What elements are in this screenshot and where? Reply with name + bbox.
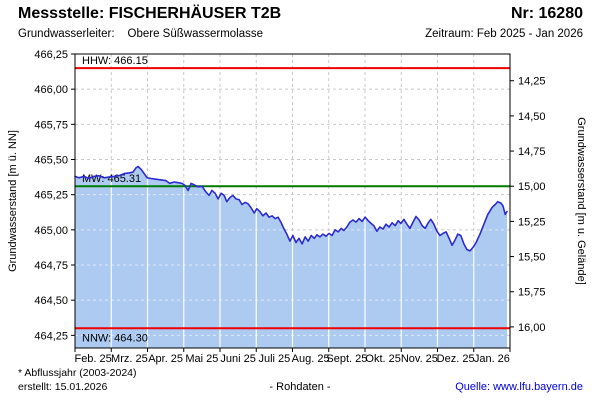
- source-link[interactable]: Quelle: www.lfu.bayern.de: [455, 381, 583, 393]
- x-tick-label: Aug. 25: [292, 353, 330, 365]
- x-axis: Feb. 25 Mrz. 25 Apr. 25 Mai 25 Juni 25 Juli 2…: [74, 348, 511, 365]
- x-tick-label: Jan. 26: [474, 353, 510, 365]
- y-left-tick-label: 466,25: [34, 49, 68, 61]
- header-row: Messstelle: FISCHERHÄUSER T2B Nr: 16280: [18, 5, 583, 23]
- data-type-label: - Rohdaten -: [269, 381, 331, 393]
- x-tick-label: Mrz. 25: [111, 353, 148, 365]
- x-tick-label: Okt. 25: [365, 353, 400, 365]
- y-right-tick-label: 15,75: [518, 287, 546, 299]
- x-tick-label: Mai 25: [185, 353, 218, 365]
- x-tick-label: Juli 25: [258, 353, 290, 365]
- created-date: erstellt: 15.01.2026: [18, 381, 108, 393]
- y-left-tick-label: 465,75: [34, 119, 68, 131]
- mw-label: MW: 465.31: [82, 173, 141, 185]
- y-right-tick-label: 14,25: [518, 76, 546, 88]
- y-left-tick-label: 465,50: [34, 155, 68, 167]
- subheader-row: Grundwasserleiter: Obere Süßwassermolass…: [18, 28, 583, 40]
- x-tick-label: Sept. 25: [326, 353, 367, 365]
- x-tick-label: Apr. 25: [148, 353, 183, 365]
- station-number: Nr: 16280: [510, 5, 583, 22]
- y-axis-left-title: Grundwasserstand [m ü. NN]: [7, 130, 19, 272]
- y-right-tick-label: 15,00: [518, 181, 546, 193]
- station-title: Messstelle: FISCHERHÄUSER T2B: [18, 5, 282, 22]
- area-fill: [75, 166, 507, 348]
- x-tick-label: Feb. 25: [74, 353, 111, 365]
- aquifer-label: Grundwasserleiter:: [18, 28, 115, 40]
- y-left-tick-label: 464,75: [34, 260, 68, 272]
- y-left-tick-label: 466,00: [34, 84, 68, 96]
- data-line: [74, 165, 508, 252]
- y-left-tick-label: 465,25: [34, 190, 68, 202]
- x-tick-label: Juni 25: [220, 353, 255, 365]
- y-right-tick-label: 15,25: [518, 216, 546, 228]
- x-tick-label: Dez. 25: [437, 353, 475, 365]
- aquifer-value: Obere Süßwassermolasse: [127, 28, 264, 40]
- y-left-tick-label: 465,00: [34, 225, 68, 237]
- y-right-tick-label: 14,75: [518, 146, 546, 158]
- y-left-tick-label: 464,50: [34, 295, 68, 307]
- y-right-tick-label: 16,00: [518, 322, 546, 334]
- y-right-tick-label: 15,50: [518, 252, 546, 264]
- y-axis-left: 466,25 466,00 465,75 465,50 465,25 465,00 464,…: [34, 49, 75, 342]
- nnw-label: NNW: 464.30: [82, 332, 148, 344]
- y-left-tick-label: 464,25: [34, 330, 68, 342]
- y-right-tick-label: 14,50: [518, 111, 546, 123]
- footnote-abflussjahr: * Abflussjahr (2003-2024): [18, 367, 137, 379]
- x-tick-label: Nov. 25: [401, 353, 438, 365]
- period-label: Zeitraum: Feb 2025 - Jan 2026: [425, 28, 583, 40]
- y-axis-right-title: Grundwasserstand [m u. Gelände]: [575, 117, 587, 285]
- y-axis-right: 14,25 14,50 14,75 15,00 15,25 15,50 15,75 16,00: [510, 76, 546, 334]
- hhw-label: HHW: 466.15: [82, 55, 148, 67]
